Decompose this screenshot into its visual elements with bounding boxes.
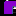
Text: 100K: 100K [12,0,16,16]
Text: $\times10^{-3}$: $\times10^{-3}$ [4,0,16,1]
Text: 1.5K: 1.5K [12,0,16,16]
Text: Wavenumber / cm$^{-1}$: Wavenumber / cm$^{-1}$ [0,15,16,16]
